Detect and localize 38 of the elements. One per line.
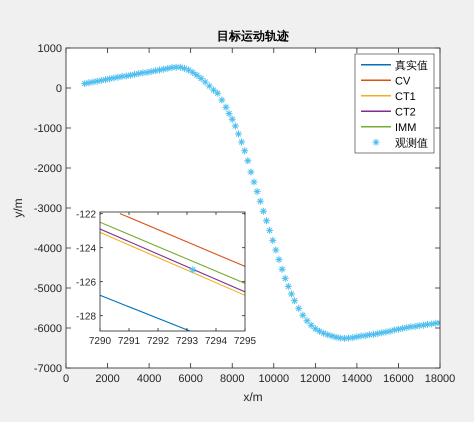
y-tick-label: -1000 (34, 122, 62, 135)
y-tick-label: -5000 (34, 282, 62, 295)
legend-label: 观测值 (395, 137, 428, 150)
legend-label: 真实值 (395, 58, 428, 72)
y-axis-title: y/m (11, 198, 25, 218)
legend-label: IMM (395, 122, 416, 134)
x-tick-label: 2000 (95, 373, 120, 385)
legend-label: CT2 (395, 106, 416, 118)
x-tick-label: 7292 (146, 336, 170, 347)
y-tick-label: -4000 (34, 242, 62, 255)
x-tick-label: 7294 (204, 336, 228, 347)
x-tick-label: 18000 (424, 373, 456, 385)
y-tick-label: -7000 (34, 362, 62, 375)
chart-title: 目标运动轨迹 (217, 29, 289, 43)
x-tick-label: 7290 (88, 336, 112, 347)
x-tick-label: 4000 (136, 373, 162, 385)
x-tick-label: 7291 (118, 336, 141, 347)
x-tick-label: 16000 (383, 373, 414, 385)
y-tick-label: 0 (56, 82, 62, 95)
x-tick-label: 8000 (220, 373, 244, 385)
y-tick-label: -6000 (34, 322, 62, 335)
x-tick-label: 14000 (342, 373, 372, 385)
legend-label: CT1 (395, 90, 416, 103)
x-tick-label: 0 (62, 373, 70, 385)
x-tick-label: 10000 (258, 373, 290, 385)
x-tick-label: 7295 (234, 336, 257, 347)
x-tick-label: 7293 (176, 336, 199, 347)
y-tick-label: -124 (76, 243, 96, 254)
y-tick-label: -3000 (34, 202, 62, 215)
x-tick-label: 6000 (178, 373, 203, 385)
y-tick-label: 1000 (38, 42, 62, 55)
legend-label: CV (395, 75, 411, 88)
x-axis-title: x/m (243, 390, 263, 404)
y-tick-label: -2000 (34, 162, 62, 175)
x-tick-label: 12000 (300, 373, 331, 385)
y-tick-label: -128 (76, 311, 96, 322)
y-tick-label: -126 (76, 277, 96, 288)
y-tick-label: -122 (76, 209, 96, 220)
